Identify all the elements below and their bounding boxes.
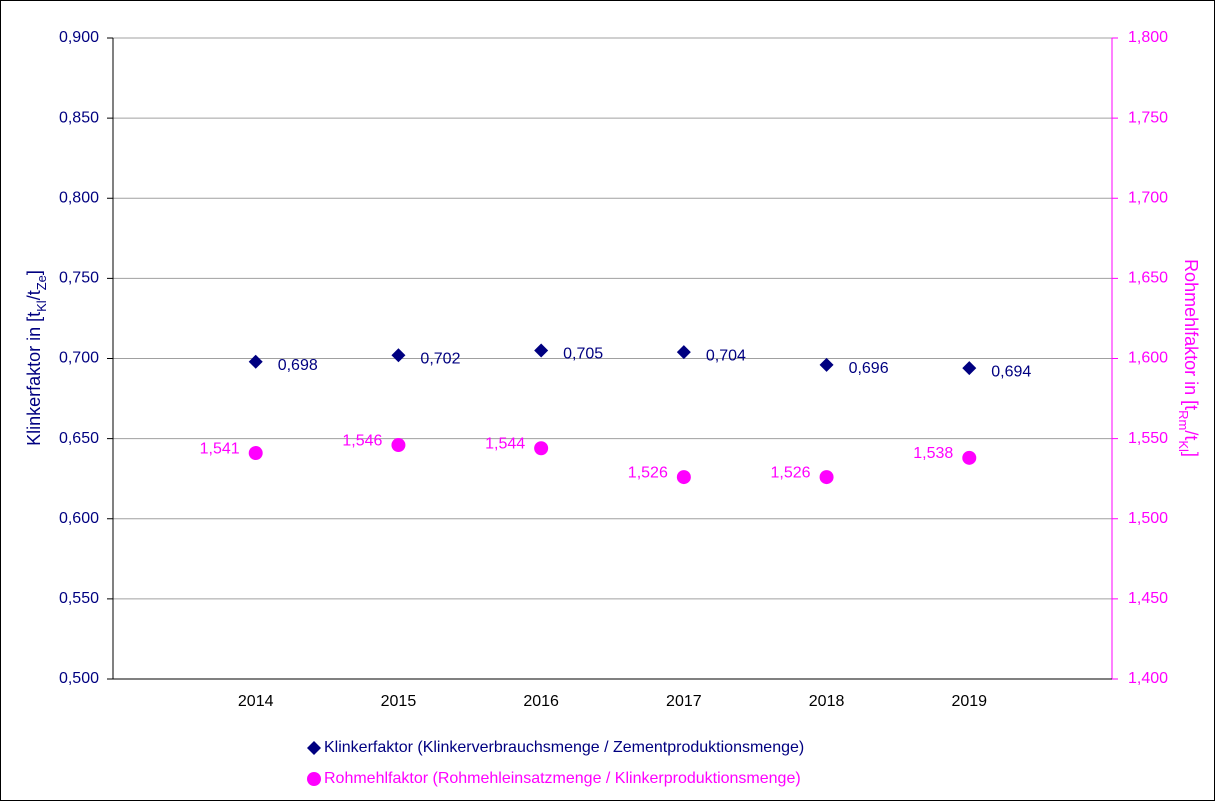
data-label: 0,698	[278, 357, 318, 374]
point	[534, 343, 549, 358]
x-tick-label: 2017	[666, 693, 702, 710]
axis-title-part: Rohmehlfaktor in [t	[1181, 259, 1201, 410]
data-label: 1,526	[628, 464, 668, 481]
axis-title-part: Kl	[34, 300, 49, 312]
legend-marker	[307, 741, 321, 755]
point	[962, 361, 977, 376]
point	[819, 470, 834, 485]
y-tick-label: 0,550	[59, 590, 99, 607]
data-label: 1,526	[771, 464, 811, 481]
point	[248, 354, 263, 369]
axis-title-part: /t	[1181, 430, 1201, 440]
point	[248, 446, 263, 461]
y2-tick-label: 1,750	[1128, 109, 1168, 126]
point	[534, 441, 549, 456]
y2-tick-label: 1,800	[1128, 29, 1168, 46]
legend-label: Klinkerfaktor (Klinkerverbrauchsmenge / …	[324, 739, 804, 756]
y-tick-label: 0,600	[59, 510, 99, 527]
x-tick-label: 2014	[238, 693, 274, 710]
y-tick-label: 0,750	[59, 270, 99, 287]
legend-label: Rohmehlfaktor (Rohmehleinsatzmenge / Kli…	[324, 770, 801, 787]
x-tick-label: 2019	[951, 693, 987, 710]
axis-title-part: Rm	[1176, 410, 1191, 430]
y2-tick-label: 1,400	[1128, 670, 1168, 687]
point	[391, 438, 406, 453]
y2-tick-label: 1,500	[1128, 510, 1168, 527]
data-label: 0,702	[420, 351, 460, 368]
axis-title-part: ]	[24, 270, 44, 275]
x-tick-label: 2016	[523, 693, 559, 710]
y2-tick-label: 1,600	[1128, 350, 1168, 367]
x-tick-label: 2015	[381, 693, 417, 710]
y-tick-label: 0,500	[59, 670, 99, 687]
data-label: 1,544	[485, 435, 525, 452]
y-axis-title: Klinkerfaktor in [tKl/tZe]	[24, 270, 49, 446]
point	[391, 348, 406, 363]
point	[962, 450, 977, 465]
data-label: 1,541	[200, 440, 240, 457]
y-tick-label: 0,900	[59, 29, 99, 46]
y2-tick-label: 1,650	[1128, 270, 1168, 287]
data-label: 0,705	[563, 346, 603, 363]
axis-title-part: ]	[1181, 452, 1201, 457]
y-tick-label: 0,850	[59, 109, 99, 126]
data-label: 1,546	[342, 432, 382, 449]
point	[819, 357, 834, 372]
y-tick-label: 0,700	[59, 350, 99, 367]
data-label: 0,696	[849, 360, 889, 377]
y2-tick-label: 1,450	[1128, 590, 1168, 607]
y-tick-label: 0,800	[59, 189, 99, 206]
point	[676, 345, 691, 360]
y2-tick-label: 1,700	[1128, 189, 1168, 206]
data-label: 0,704	[706, 347, 746, 364]
axis-title-part: Klinkerfaktor in [t	[24, 312, 44, 446]
legend-marker	[307, 772, 321, 786]
x-tick-label: 2018	[809, 693, 845, 710]
y2-tick-label: 1,550	[1128, 430, 1168, 447]
axis-title-part: Kl	[1176, 440, 1191, 452]
axis-title-part: Ze	[34, 275, 49, 290]
y-tick-label: 0,650	[59, 430, 99, 447]
y2-axis-title: Rohmehlfaktor in [tRm/tKl]	[1176, 259, 1201, 457]
point	[676, 470, 691, 485]
axis-title-part: /t	[24, 290, 44, 300]
data-label: 0,694	[991, 363, 1031, 380]
data-label: 1,538	[913, 445, 953, 462]
